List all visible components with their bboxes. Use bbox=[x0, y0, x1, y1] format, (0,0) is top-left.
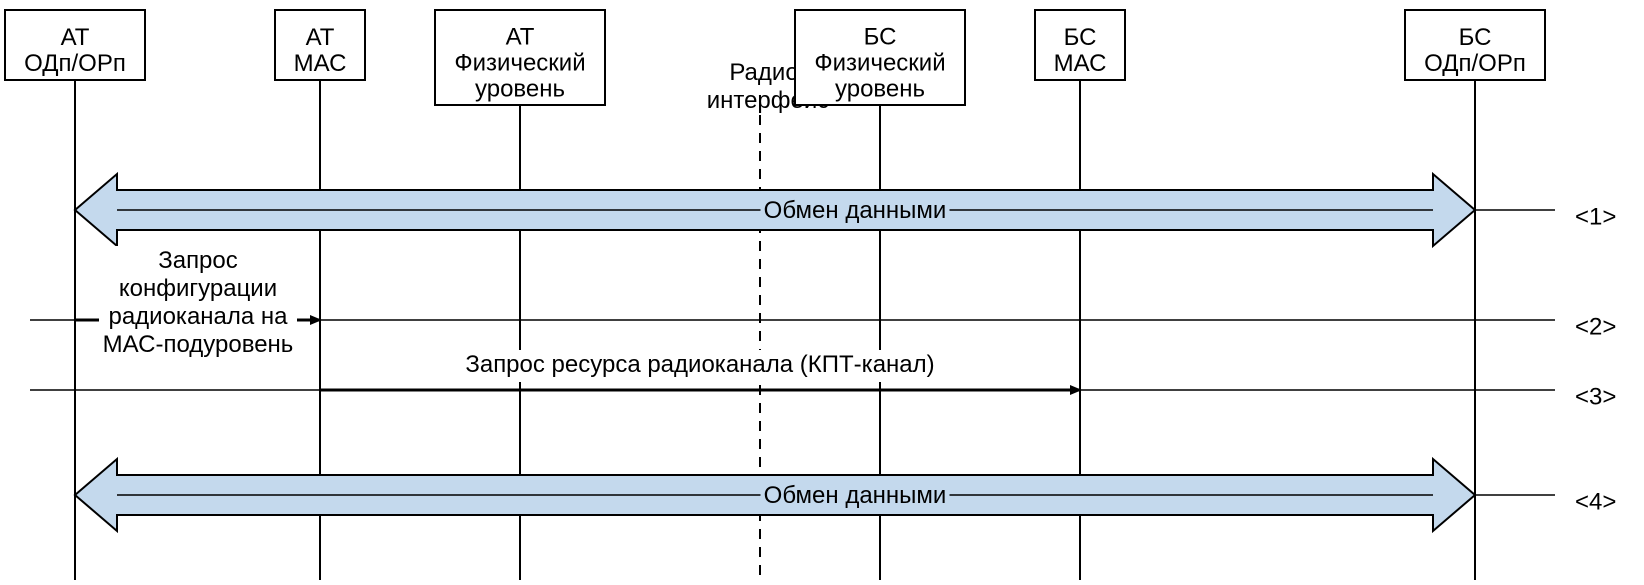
lifeline-box-label: ОДп/ОРп bbox=[24, 50, 126, 77]
step-ref: <4> bbox=[1575, 488, 1616, 515]
lifeline-box-label: БС bbox=[864, 23, 897, 50]
lifeline-box-label: уровень bbox=[475, 75, 565, 102]
step-ref: <1> bbox=[1575, 203, 1616, 230]
lifeline-box-label: БС bbox=[1459, 24, 1492, 51]
lifeline-box-label: МАС bbox=[1054, 50, 1107, 77]
message-label: конфигурации bbox=[119, 275, 277, 302]
step-ref: <2> bbox=[1575, 313, 1616, 340]
lifeline-box-label: АТ bbox=[506, 23, 535, 50]
lifeline-box-label: АТ bbox=[306, 24, 335, 51]
message-label: радиоканала на bbox=[108, 303, 288, 330]
lifeline-box-label: ОДп/ОРп bbox=[1424, 50, 1526, 77]
lifeline-box-label: АТ bbox=[61, 24, 90, 51]
step-ref: <3> bbox=[1575, 383, 1616, 410]
exchange-arrow-label: Обмен данными bbox=[764, 482, 947, 509]
lifeline-box-label: уровень bbox=[835, 75, 925, 102]
lifeline-box-label: МАС bbox=[294, 50, 347, 77]
lifeline-box-label: БС bbox=[1064, 24, 1097, 51]
message-label: МАС-подуровень bbox=[103, 331, 294, 358]
exchange-arrow-label: Обмен данными bbox=[764, 197, 947, 224]
lifeline-box-label: Физический bbox=[454, 49, 585, 76]
sequence-diagram: Обмен данными <1> Запросконфигурациирадиок… bbox=[0, 0, 1644, 585]
message-label: Запрос ресурса радиоканала (КПТ-канал) bbox=[465, 351, 934, 378]
message-label: Запрос bbox=[158, 247, 238, 274]
lifeline-box-label: Физический bbox=[814, 49, 945, 76]
